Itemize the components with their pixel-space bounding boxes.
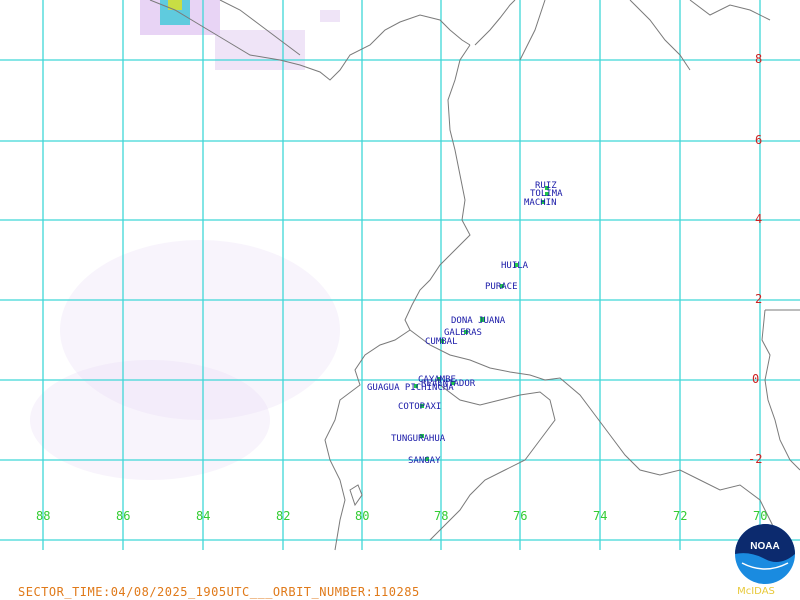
- lat-tick: 6: [755, 133, 762, 147]
- volcano-marker: [541, 200, 545, 204]
- volcano-markers: [414, 186, 549, 461]
- cloud-cover: [30, 0, 340, 480]
- lon-tick: 86: [116, 509, 130, 523]
- lon-tick: 88: [36, 509, 50, 523]
- noaa-logo-text: NOAA: [750, 541, 779, 552]
- latitude-ticks: 8 6 4 2 0 -2: [748, 52, 762, 466]
- volcano-label-guagua-pichincha: GUAGUA PICHINCHA: [367, 383, 454, 393]
- volcano-marker: [464, 330, 468, 334]
- lon-tick: 82: [276, 509, 290, 523]
- volcano-label-huila: HUILA: [501, 261, 529, 271]
- lat-tick: 0: [752, 372, 759, 386]
- longitude-ticks: 88 86 84 82 80 78 76 74 72 70: [36, 509, 767, 523]
- volcano-marker: [414, 384, 418, 388]
- volcano-marker: [514, 263, 518, 267]
- volcano-marker: [420, 404, 424, 408]
- lon-tick: 84: [196, 509, 210, 523]
- lat-tick: -2: [748, 452, 762, 466]
- volcano-marker: [500, 284, 504, 288]
- volcano-marker: [425, 457, 429, 461]
- lat-tick: 4: [755, 212, 762, 226]
- lon-tick: 72: [673, 509, 687, 523]
- volcano-marker: [451, 381, 455, 385]
- lon-tick: 78: [434, 509, 448, 523]
- volcano-label-sangay: SANGAY: [408, 456, 441, 466]
- lat-tick: 2: [755, 292, 762, 306]
- volcano-marker: [480, 317, 485, 322]
- sector-time-footer: SECTOR_TIME:04/08/2025_1905UTC___ORBIT_N…: [18, 585, 420, 599]
- volcano-label-galeras: GALERAS: [444, 328, 482, 338]
- volcano-marker: [440, 339, 444, 343]
- volcano-label-dona-juana: DONA JUANA: [451, 316, 506, 326]
- lon-tick: 76: [513, 509, 527, 523]
- volcano-marker: [420, 434, 424, 438]
- coastlines: [149, 0, 800, 551]
- lat-lon-grid: [0, 0, 800, 550]
- volcano-label-machin: MACHIN: [524, 198, 557, 208]
- volcano-label-cumbal: CUMBAL: [425, 337, 458, 347]
- lat-tick: 8: [755, 52, 762, 66]
- noaa-logo-icon: NOAA: [735, 524, 795, 584]
- mcidas-brand: McIDAS: [737, 586, 775, 597]
- volcano-label-ruiz: RUIZ: [535, 181, 557, 191]
- volcano-label-reventador: REVENTADOR: [421, 379, 476, 389]
- volcano-marker: [545, 192, 549, 196]
- volcano-label-tolima: TOLIMA: [530, 189, 563, 199]
- volcano-marker: [437, 377, 441, 381]
- volcano-marker: [545, 186, 549, 190]
- volcano-label-cayambe: CAYAMBE: [418, 375, 456, 385]
- lon-tick: 80: [355, 509, 369, 523]
- volcano-label-tungurahua: TUNGURAHUA: [391, 434, 446, 444]
- lon-tick: 70: [753, 509, 767, 523]
- volcano-label-purace: PURACE: [485, 282, 518, 292]
- lon-tick: 74: [593, 509, 607, 523]
- volcano-label-cotopaxi: COTOPAXI: [398, 402, 441, 412]
- volcano-labels: RUIZ TOLIMA MACHIN HUILA PURACE DONA JUA…: [367, 181, 563, 466]
